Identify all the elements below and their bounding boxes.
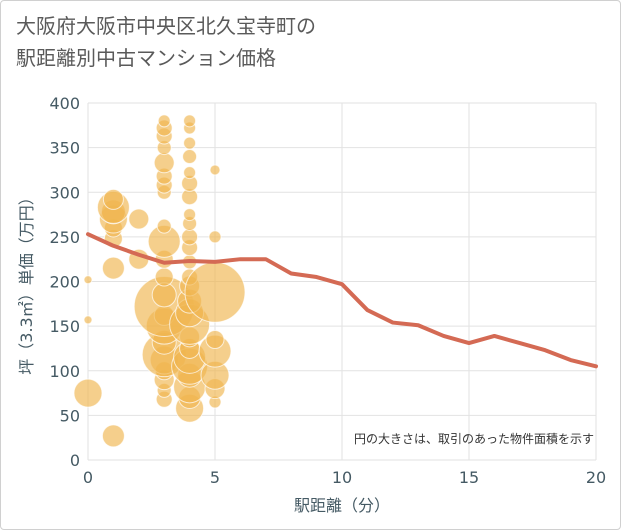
bubble-point (157, 114, 171, 128)
y-tick-label: 250 (49, 228, 80, 247)
bubble-layer (73, 114, 246, 448)
bubble-point (183, 136, 197, 150)
y-tick-label: 350 (49, 139, 80, 158)
bubble-point (181, 228, 199, 246)
x-tick-label: 0 (83, 468, 93, 487)
bubble-point (101, 256, 125, 280)
y-tick-label: 200 (49, 273, 80, 292)
bubble-point (183, 166, 197, 180)
bubble-point (183, 114, 197, 128)
bubble-point (73, 378, 103, 408)
y-tick-label: 400 (49, 94, 80, 113)
bubble-point (205, 330, 225, 350)
x-tick-label: 20 (586, 468, 606, 487)
bubble-point (184, 261, 246, 323)
chart-title-line1: 大阪府大阪市中央区北久宝寺町の (16, 14, 316, 38)
bubble-point (209, 164, 221, 176)
x-axis-title: 駅距離（分） (294, 496, 390, 515)
bubble-point (183, 208, 197, 222)
bubble-point (101, 424, 125, 448)
y-tick-label: 100 (49, 362, 80, 381)
chart-title: 大阪府大阪市中央区北久宝寺町の 駅距離別中古マンション価格 (16, 10, 316, 74)
bubble-point (128, 208, 150, 230)
x-tick-label: 5 (210, 468, 220, 487)
x-tick-label: 10 (332, 468, 352, 487)
bubble-point (102, 188, 124, 210)
trend-line (86, 232, 598, 369)
trend-line-layer (86, 232, 598, 369)
bubble-point (153, 152, 175, 174)
x-tick-label: 15 (459, 468, 479, 487)
y-tick-label: 50 (60, 406, 80, 425)
bubble-point (154, 267, 174, 287)
y-tick-label: 0 (70, 451, 80, 470)
y-tick-labels: 0 50 100 150 200 250 300 350 400 (49, 94, 80, 470)
y-tick-label: 300 (49, 183, 80, 202)
bubble-point (83, 275, 93, 285)
chart-title-line2: 駅距離別中古マンション価格 (16, 46, 276, 70)
bubble-point (83, 315, 93, 325)
x-tick-labels: 0 5 10 15 20 (83, 468, 606, 487)
bubble-point (156, 218, 172, 234)
bubble-size-note: 円の大きさは、取引のあった物件面積を示す (354, 431, 594, 446)
y-axis-title: 坪（3.3㎡）単価（万円） (17, 189, 36, 374)
y-tick-label: 150 (49, 317, 80, 336)
bubble-point (182, 149, 198, 165)
bubble-point (208, 230, 222, 244)
